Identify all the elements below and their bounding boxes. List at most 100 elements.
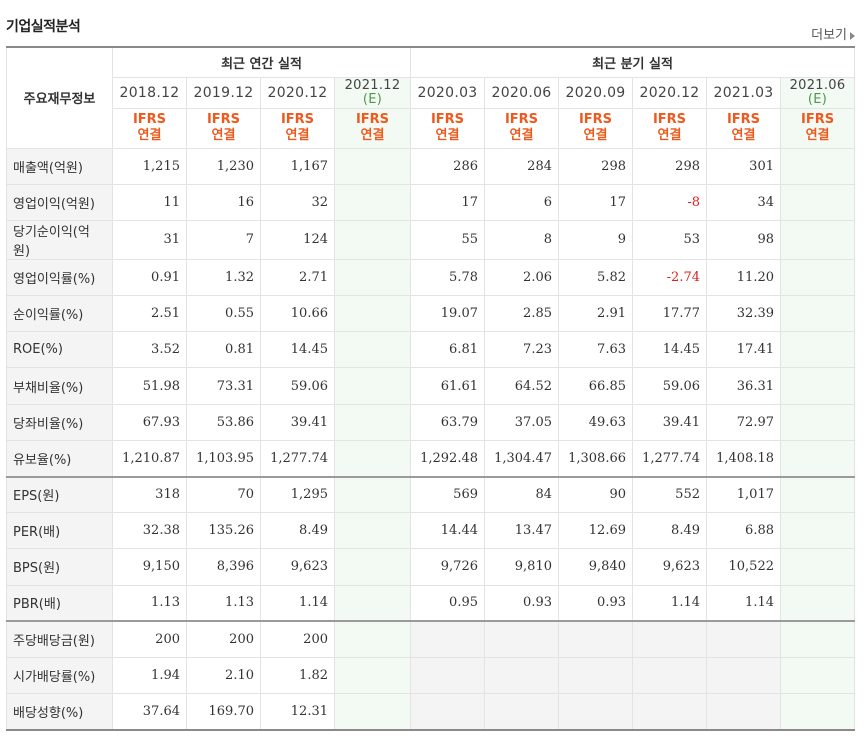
quarter-value: 34 [706, 183, 781, 221]
estimate-marker: (E) [807, 91, 828, 107]
annual-value [334, 183, 411, 221]
quarter-value [779, 258, 856, 297]
annual-value [334, 295, 411, 333]
quarter-value: 14.45 [632, 331, 707, 369]
quarter-value [779, 439, 856, 478]
period-header: 2020.03 [410, 76, 485, 109]
quarter-value: 17.41 [706, 331, 781, 369]
quarter-value: 32.39 [706, 295, 781, 333]
annual-value [334, 512, 411, 550]
quarter-value: -2.74 [632, 258, 707, 297]
annual-value: 1,230 [186, 147, 261, 185]
quarter-value [484, 656, 559, 695]
row-label: 영업이익률(%) [6, 258, 113, 297]
quarter-value: 72.97 [706, 403, 781, 441]
quarter-value: 569 [410, 475, 485, 514]
estimate-marker: (E) [362, 91, 383, 107]
annual-value: 16 [186, 183, 261, 221]
quarter-value [410, 620, 485, 658]
row-label: 당기순이익(억원) [6, 219, 113, 260]
annual-value: 32 [260, 183, 335, 221]
quarter-value: 53 [632, 219, 707, 260]
quarter-value: 298 [558, 147, 633, 185]
quarter-value: 19.07 [410, 295, 485, 333]
table-row: 매출액(억원) 1,215 1,230 1,167 286 284 298 298 301 [6, 147, 856, 185]
table-row: ROE(%) 3.52 0.81 14.45 6.81 7.23 7.63 14.45 17.4… [6, 331, 856, 369]
annual-value: 7 [186, 219, 261, 260]
annual-value: 1.94 [112, 656, 187, 695]
ifrs-header: IFRS 연결 [706, 107, 781, 149]
annual-value: 51.98 [112, 367, 187, 405]
quarter-value: 5.78 [410, 258, 485, 297]
annual-value: 11 [112, 183, 187, 221]
row-label: 영업이익(억원) [6, 183, 113, 221]
period-label: 2020.09 [565, 84, 626, 101]
annual-value [334, 403, 411, 441]
consolidated-label: 연결 [360, 128, 385, 143]
quarter-value: 552 [632, 475, 707, 514]
annual-value: 0.55 [186, 295, 261, 333]
annual-value: 12.31 [260, 693, 335, 731]
annual-value: 8,396 [186, 548, 261, 586]
more-link[interactable]: 더보기 [811, 24, 855, 43]
ifrs-label: IFRS [504, 112, 539, 127]
annual-value: 1,167 [260, 147, 335, 185]
row-label: BPS(원) [6, 548, 113, 586]
annual-value: 10.66 [260, 295, 335, 333]
quarter-value: 1.14 [632, 584, 707, 622]
quarter-value: 1.14 [706, 584, 781, 622]
annual-value: 32.38 [112, 512, 187, 550]
quarter-value [779, 656, 856, 695]
quarter-value: 6 [484, 183, 559, 221]
quarter-value [410, 693, 485, 731]
quarter-value: 63.79 [410, 403, 485, 441]
quarter-value: 9,810 [484, 548, 559, 586]
annual-value [334, 693, 411, 731]
quarter-value: 7.23 [484, 331, 559, 369]
annual-value [334, 147, 411, 185]
quarter-value: 13.47 [484, 512, 559, 550]
period-header: 2020.12 [632, 76, 707, 109]
row-label: ROE(%) [6, 331, 113, 369]
period-header: 2018.12 [112, 76, 187, 109]
ifrs-header: IFRS 연결 [779, 107, 856, 149]
consolidated-label: 연결 [731, 128, 756, 143]
ifrs-header: IFRS 연결 [260, 107, 335, 149]
quarter-value: 90 [558, 475, 633, 514]
ifrs-label: IFRS [206, 112, 241, 127]
annual-value: 0.91 [112, 258, 187, 297]
table-row: 유보율(%) 1,210.87 1,103.95 1,277.74 1,292.48 1,… [6, 439, 856, 478]
annual-value: 53.86 [186, 403, 261, 441]
quarter-value [779, 548, 856, 586]
consolidated-label: 연결 [285, 128, 310, 143]
quarter-value: 17 [410, 183, 485, 221]
period-label: 2021.06 [789, 77, 846, 93]
ifrs-header: IFRS 연결 [112, 107, 187, 149]
annual-value: 200 [186, 620, 261, 658]
quarter-value: 0.93 [484, 584, 559, 622]
quarter-group-header: 최근 분기 실적 [409, 46, 856, 78]
quarter-value [779, 219, 856, 260]
row-label: 유보율(%) [6, 439, 113, 478]
quarter-value: 84 [484, 475, 559, 514]
row-label: 배당성향(%) [6, 693, 113, 731]
quarter-value: 1,408.18 [706, 439, 781, 478]
quarter-value: 55 [410, 219, 485, 260]
period-header: 2021.12 (E) [334, 76, 411, 109]
annual-value: 73.31 [186, 367, 261, 405]
annual-value: 1,103.95 [186, 439, 261, 478]
annual-value: 124 [260, 219, 335, 260]
quarter-value: 64.52 [484, 367, 559, 405]
quarter-value: 2.85 [484, 295, 559, 333]
quarter-value: 14.44 [410, 512, 485, 550]
row-label-header: 주요재무정보 [6, 46, 113, 149]
quarter-value: 1,277.74 [632, 439, 707, 478]
annual-value [334, 548, 411, 586]
annual-value: 1.82 [260, 656, 335, 695]
annual-value [334, 331, 411, 369]
quarter-value [779, 331, 856, 369]
quarter-value: 59.06 [632, 367, 707, 405]
quarter-value [706, 620, 781, 658]
consolidated-label: 연결 [435, 128, 460, 143]
quarter-value [706, 693, 781, 731]
